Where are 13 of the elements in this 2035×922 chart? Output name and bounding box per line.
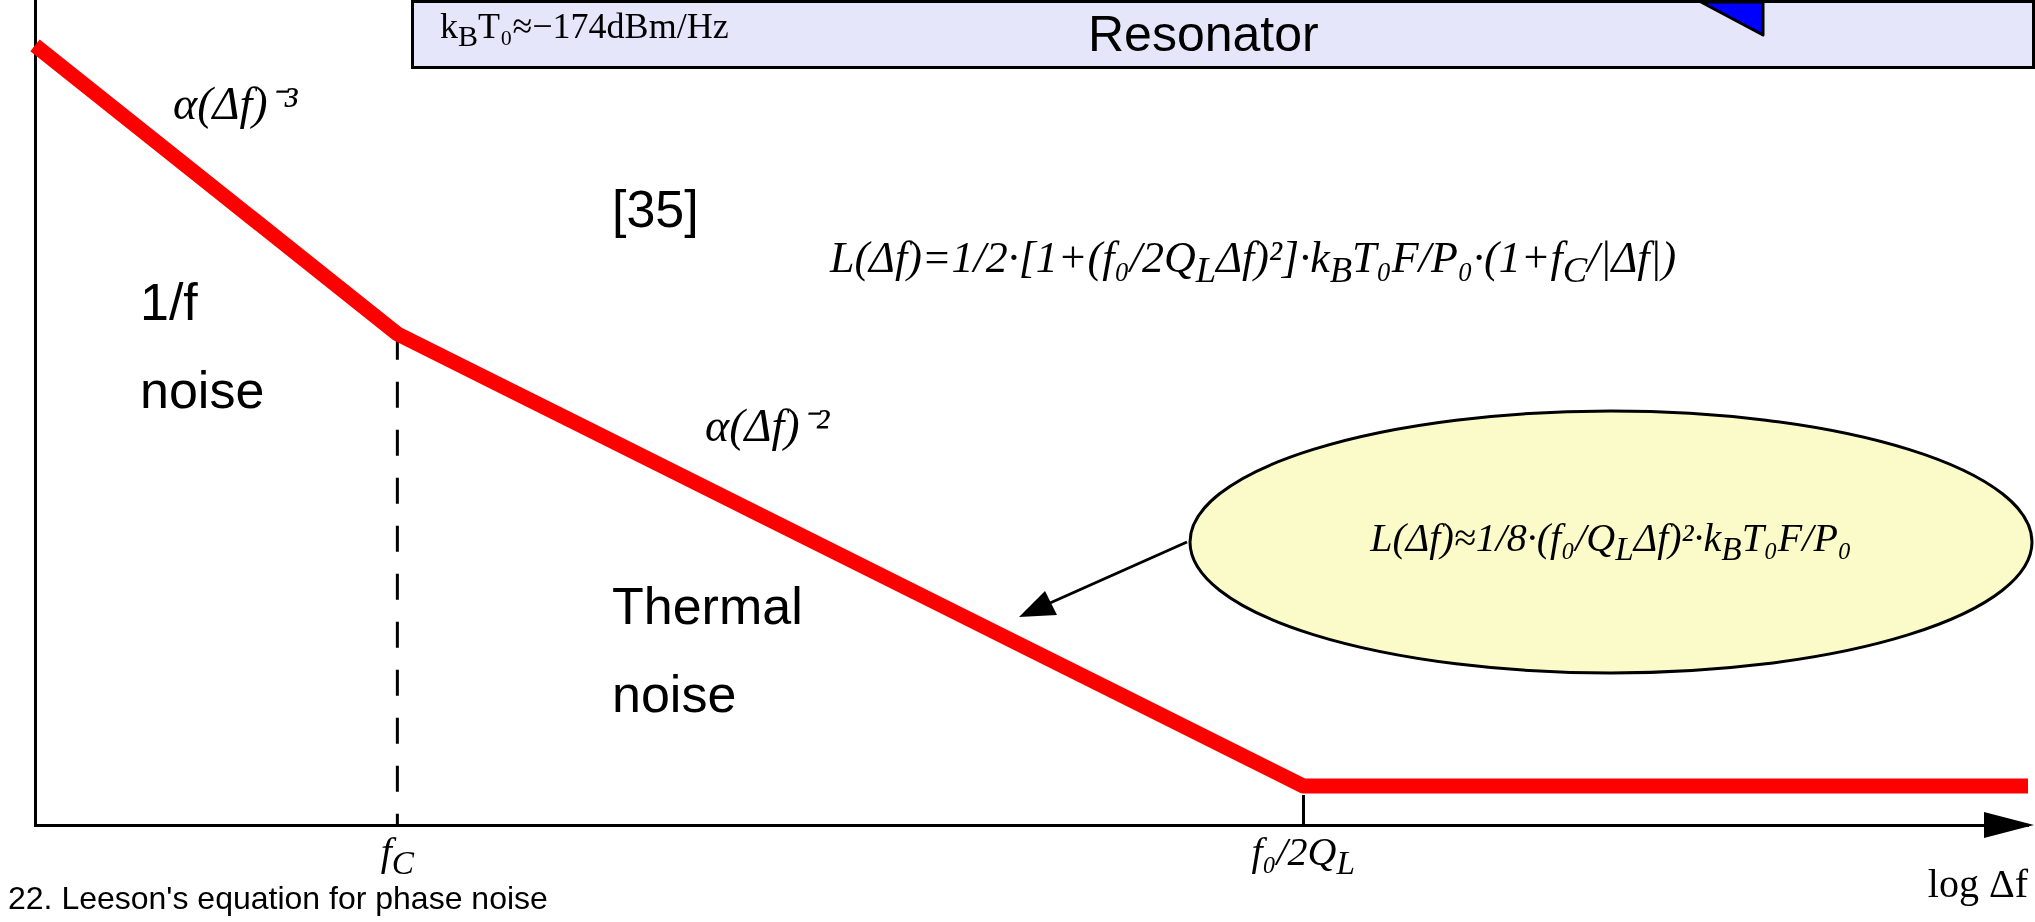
annotation: 1/f noise: [140, 272, 265, 422]
annotation: α(Δf)⁻²: [705, 399, 830, 453]
x-axis-title: log Δf: [1927, 861, 2028, 907]
annotation: Thermal noise: [612, 576, 803, 726]
text: 22. Leeson's equation for phase noise: [8, 880, 548, 917]
x-tick-label: f₀/2Q$_{L}$: [1251, 829, 1356, 883]
annotation: [35]: [612, 180, 699, 240]
annotation: α(Δf)⁻³: [173, 77, 298, 131]
annotation: k$_{B}$T₀≈−174dBm/Hz: [440, 5, 729, 55]
annotation: L(Δf)=1/2·[1+(f₀/2Q$_{L}$Δf)²]·k$_{B}$T₀F/P₀·(1+f$_{C}$/|Δf|): [830, 232, 1677, 292]
x-tick-label: f$_{C}$: [380, 829, 415, 881]
annotation: Resonator: [1088, 6, 1319, 64]
annotation: L(Δf)≈1/8·(f₀/Q$_{L}$Δf)²·k$_{B}$T₀F/P₀: [1369, 514, 1853, 569]
